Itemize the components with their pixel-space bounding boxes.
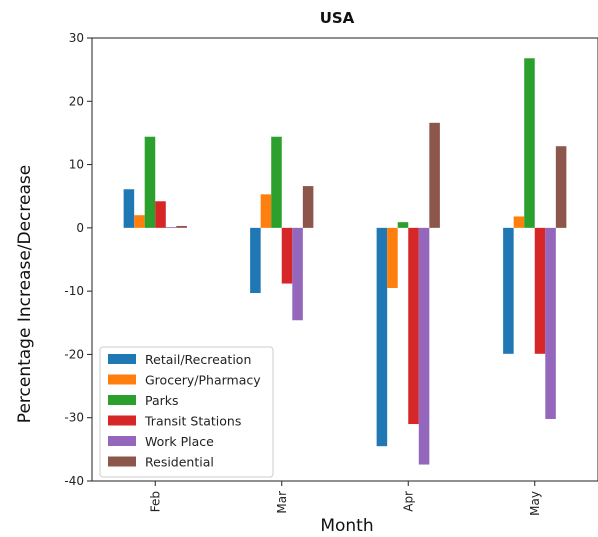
legend-label: Grocery/Pharmacy xyxy=(145,373,261,388)
bar-retail-recreation-mar xyxy=(250,227,261,294)
bar-retail-recreation-apr xyxy=(376,227,388,447)
legend-label: Parks xyxy=(145,393,179,408)
bar-parks-may xyxy=(524,58,535,228)
legend-label: Work Place xyxy=(145,434,214,449)
y-tick-label: 30 xyxy=(69,31,84,45)
bar-transit-stations-apr xyxy=(408,227,419,425)
legend-swatch xyxy=(108,415,136,426)
x-tick-label: Feb xyxy=(148,491,162,512)
bar-work-place-feb xyxy=(165,227,177,229)
bar-parks-feb xyxy=(144,136,156,228)
legend-swatch xyxy=(108,395,136,405)
bar-residential-mar xyxy=(302,186,314,228)
y-tick-label: -40 xyxy=(64,474,84,488)
x-tick-label: Mar xyxy=(275,491,289,514)
legend-swatch xyxy=(108,374,136,385)
bar-transit-stations-feb xyxy=(155,201,166,228)
bar-transit-stations-may xyxy=(534,227,546,354)
x-axis-title: Month xyxy=(320,516,373,536)
bar-retail-recreation-may xyxy=(503,227,514,354)
y-tick-label: 10 xyxy=(69,158,84,172)
legend-swatch xyxy=(108,456,136,467)
legend: Retail/Recreation Grocery/Pharmacy Parks Tr… xyxy=(99,346,274,478)
legend-label: Retail/Recreation xyxy=(145,352,251,367)
bar-residential-may xyxy=(555,146,567,228)
bar-work-place-may xyxy=(545,227,556,419)
legend-label: Transit Stations xyxy=(144,414,241,429)
bar-grocery-pharmacy-may xyxy=(513,216,525,228)
y-tick-label: 20 xyxy=(69,94,84,108)
chart-title: USA xyxy=(320,9,355,27)
bar-work-place-apr xyxy=(418,227,430,465)
plot-frame xyxy=(91,37,598,482)
x-tick-label: May xyxy=(528,491,542,516)
legend-swatch xyxy=(108,354,136,364)
x-axis: Feb Mar Apr May xyxy=(148,481,542,516)
bar-transit-stations-mar xyxy=(281,227,293,284)
bar-parks-mar xyxy=(271,136,282,228)
legend-swatch xyxy=(108,436,136,446)
bar-parks-apr xyxy=(397,222,409,228)
legend-box xyxy=(99,346,274,478)
bar-grocery-pharmacy-mar xyxy=(260,194,272,228)
bar-grocery-pharmacy-feb xyxy=(134,215,145,228)
bars-group xyxy=(123,58,567,465)
bar-work-place-mar xyxy=(292,227,303,321)
x-tick-label: Apr xyxy=(401,491,415,512)
y-axis-title: Percentage Increase/Decrease xyxy=(15,165,35,423)
bar-residential-apr xyxy=(429,122,440,228)
legend-label: Residential xyxy=(145,455,214,470)
bar-retail-recreation-feb xyxy=(123,189,135,228)
y-tick-label: -30 xyxy=(64,411,84,425)
y-tick-label: -10 xyxy=(64,284,84,298)
bar-grocery-pharmacy-apr xyxy=(387,227,398,288)
y-axis: 30 20 10 0 -10 -20 -30 -40 xyxy=(64,31,92,488)
bar-residential-feb xyxy=(176,225,187,228)
y-tick-label: -20 xyxy=(64,347,84,361)
y-tick-label: 0 xyxy=(76,221,84,235)
